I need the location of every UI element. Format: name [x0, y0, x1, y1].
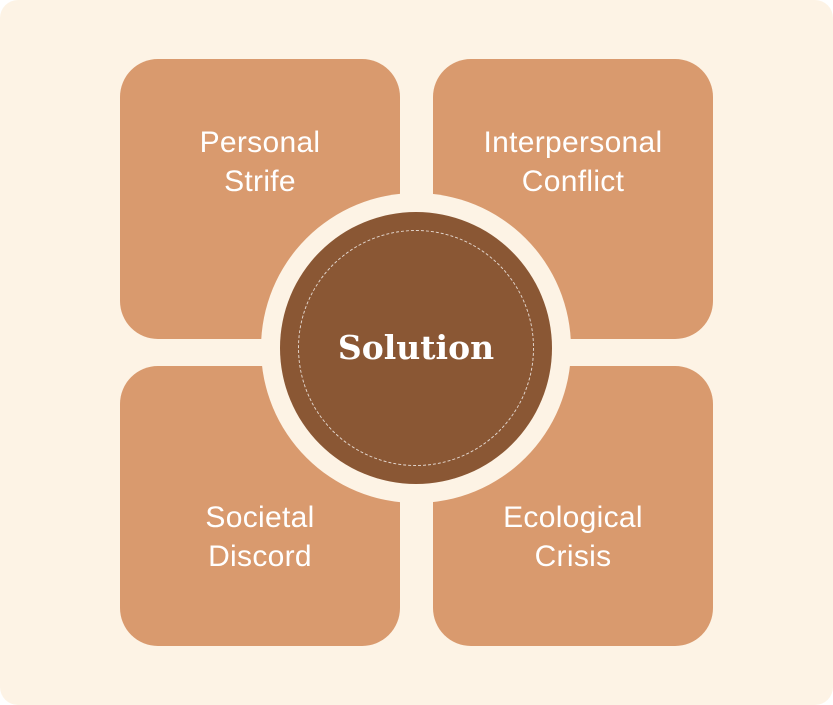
tile-personal-strife: Personal Strife [120, 59, 400, 339]
tile-label: Interpersonal Conflict [433, 123, 713, 201]
tile-label-line-1: Interpersonal [483, 126, 663, 159]
tile-label-line-1: Societal [205, 501, 315, 534]
center-label: Solution [337, 328, 495, 367]
tile-label: Ecological Crisis [433, 498, 713, 576]
tile-label-line-2: Strife [224, 165, 296, 198]
tile-label: Societal Discord [120, 498, 400, 576]
tile-label-line-2: Conflict [521, 165, 625, 198]
tile-label-line-2: Crisis [534, 540, 612, 573]
tile-label: Personal Strife [120, 123, 400, 201]
tile-label-line-1: Personal [199, 126, 321, 159]
center-dashed-ring [298, 230, 534, 466]
tile-label-line-2: Discord [208, 540, 312, 573]
tile-label-line-1: Ecological [503, 501, 643, 534]
